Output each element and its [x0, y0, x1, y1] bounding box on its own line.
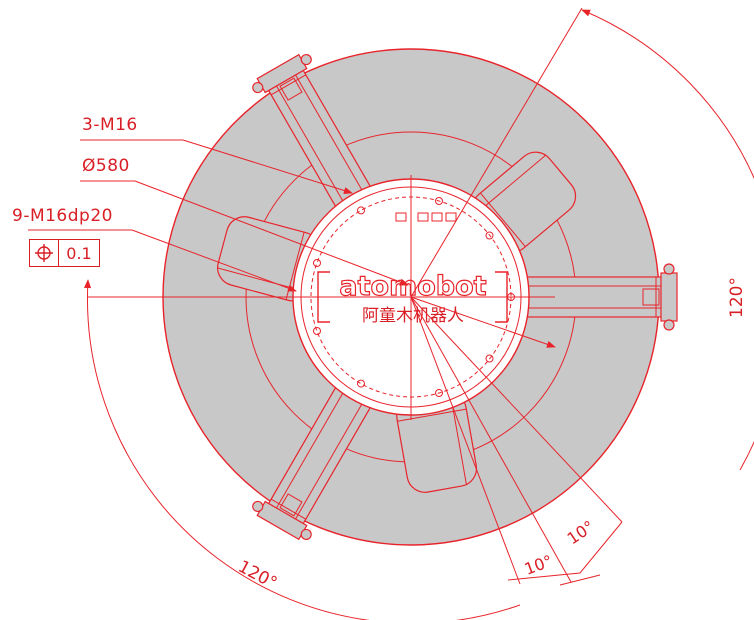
- holes-callout: 9-M16dp20: [12, 206, 113, 226]
- brand-logo-cn: 阿童木机器人: [362, 306, 464, 326]
- angle-label-small-left: 10°: [522, 551, 555, 579]
- angle-label-small-right: 10°: [564, 517, 598, 549]
- thread-callout: 3-M16: [82, 115, 138, 135]
- angle-label-right: 120°: [727, 277, 747, 318]
- position-symbol-icon: [30, 240, 59, 266]
- diameter-callout: Ø580: [82, 156, 130, 176]
- position-tolerance-frame: 0.1: [29, 239, 100, 267]
- tolerance-value: 0.1: [59, 240, 99, 266]
- angle-label-bottom: 120°: [235, 557, 281, 594]
